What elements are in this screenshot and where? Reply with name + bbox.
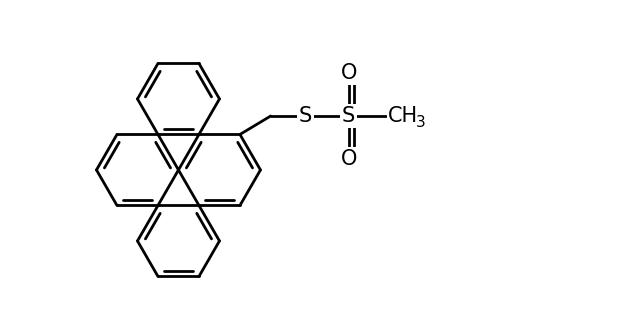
- Text: 3: 3: [415, 115, 425, 130]
- Text: O: O: [340, 149, 356, 169]
- Text: S: S: [342, 106, 355, 126]
- Text: CH: CH: [388, 106, 418, 126]
- Text: S: S: [299, 106, 312, 126]
- Text: O: O: [340, 63, 356, 83]
